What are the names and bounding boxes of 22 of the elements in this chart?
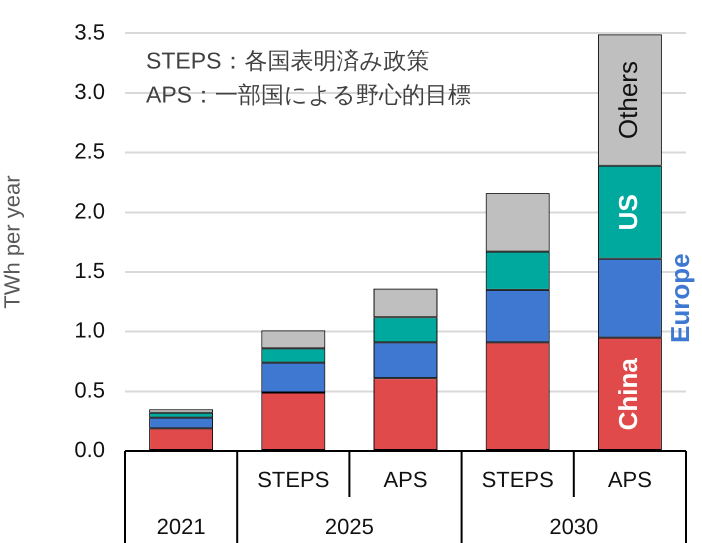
y-tick-label: 3.0 xyxy=(74,78,105,104)
text: Europe xyxy=(665,253,696,343)
series-label: US xyxy=(613,194,644,230)
y-tick-label: 1.0 xyxy=(74,318,105,343)
x-tick-label: APS xyxy=(608,467,652,492)
text: 2030 xyxy=(549,514,598,540)
x-tick-label: STEPS xyxy=(482,467,554,492)
series-label: Others xyxy=(613,61,644,140)
annotation: STEPS：各国表明済み政策 xyxy=(146,47,430,74)
y-tick-label: 2.5 xyxy=(74,138,105,164)
text: 2025 xyxy=(324,514,374,540)
y-tick-label: 2.0 xyxy=(74,198,105,224)
y-tick-label: 1.5 xyxy=(74,258,105,284)
y-axis-title: TWh per year xyxy=(0,175,24,309)
y-tick-label: 0.0 xyxy=(74,437,105,462)
y-tick-label: 0.5 xyxy=(74,377,105,402)
series-label: China xyxy=(613,358,644,430)
annotation: APS：一部国による野心的目標 xyxy=(146,81,472,108)
x-tick-label: APS xyxy=(383,467,428,492)
x-tick-label: STEPS xyxy=(257,467,330,492)
text: 2021 xyxy=(156,514,206,540)
y-tick-label: 3.5 xyxy=(74,19,105,44)
